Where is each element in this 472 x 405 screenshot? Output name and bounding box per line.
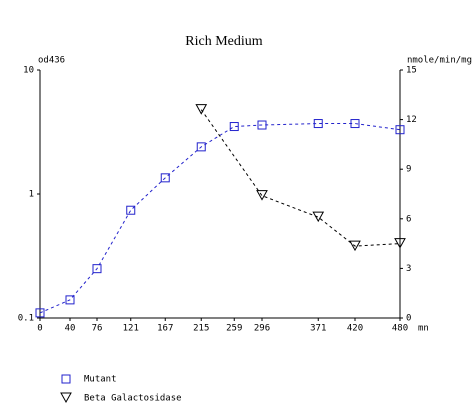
x-tick-label: 480 (392, 324, 408, 334)
x-tick-label: 121 (123, 324, 139, 334)
x-tick-label: 215 (193, 324, 209, 334)
y-tick-label: 10 (23, 66, 34, 76)
data-point (350, 119, 360, 129)
data-point (92, 264, 102, 274)
data-point (349, 240, 361, 252)
y2-tick-label: 3 (406, 264, 411, 274)
x-tick-label: 76 (92, 324, 103, 334)
legend-marker (60, 392, 72, 404)
data-point (312, 211, 325, 223)
x-tick-label: 0 (37, 324, 42, 334)
data-point (160, 173, 170, 183)
x-tick-label: 420 (347, 324, 363, 334)
data-point (196, 142, 206, 152)
data-point (195, 104, 208, 115)
x-tick-label: 259 (226, 324, 242, 334)
x-tick-label: 296 (254, 324, 270, 334)
legend-marker (61, 374, 71, 384)
legend-label: Mutant (84, 375, 117, 385)
data-point (394, 238, 406, 249)
y-tick-label: 0.1 (18, 314, 34, 324)
x-tick-label: 371 (310, 324, 326, 334)
y-tick-label: 1 (29, 190, 34, 200)
chart-title: Rich Medium (185, 34, 262, 49)
data-point (395, 125, 405, 135)
data-point (126, 205, 136, 215)
x-axis-label: mn (418, 324, 429, 334)
data-point (65, 295, 75, 305)
y2-axis-label: nmole/min/mg (407, 56, 472, 66)
data-point (229, 122, 239, 132)
x-tick-label: 167 (157, 324, 173, 334)
series-line (39, 123, 401, 314)
y-axis-label: od436 (38, 56, 65, 66)
data-point (313, 119, 323, 129)
legend-label: Beta Galactosidase (84, 394, 182, 404)
y2-tick-label: 6 (406, 214, 411, 224)
y2-tick-label: 15 (406, 66, 417, 76)
y2-tick-label: 12 (406, 115, 417, 125)
y2-tick-label: 9 (406, 165, 411, 175)
data-point (35, 308, 45, 318)
data-point (257, 120, 267, 130)
data-point (256, 190, 268, 201)
y2-tick-label: 0 (406, 314, 411, 324)
x-tick-label: 40 (65, 324, 76, 334)
